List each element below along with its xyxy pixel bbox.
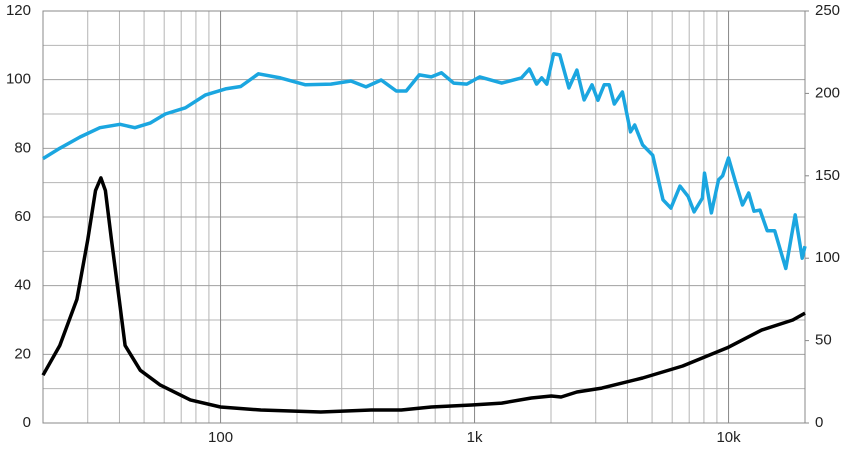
y-tick-label: 80 bbox=[14, 139, 31, 156]
y-tick-label: 0 bbox=[23, 414, 31, 431]
y2-tick-label: 250 bbox=[815, 2, 840, 19]
series-line bbox=[42, 52, 807, 271]
y-tick-label: 60 bbox=[14, 208, 31, 225]
y-tick-label: 120 bbox=[6, 2, 31, 19]
y-tick-label: 20 bbox=[14, 345, 31, 362]
x-tick-label: 10k bbox=[716, 429, 741, 446]
y2-tick-label: 150 bbox=[815, 167, 840, 184]
y-tick-label: 40 bbox=[14, 277, 31, 294]
series-line bbox=[41, 176, 806, 414]
plot-frame bbox=[42, 10, 806, 424]
y-tick-label: 100 bbox=[6, 71, 31, 88]
x-tick-label: 100 bbox=[208, 429, 233, 446]
x-tick-label: 1k bbox=[467, 429, 483, 446]
y2-tick-label: 50 bbox=[815, 332, 832, 349]
y2-tick-label: 0 bbox=[815, 414, 823, 431]
y2-tick-label: 200 bbox=[815, 84, 840, 101]
y2-tick-label: 100 bbox=[815, 249, 840, 266]
